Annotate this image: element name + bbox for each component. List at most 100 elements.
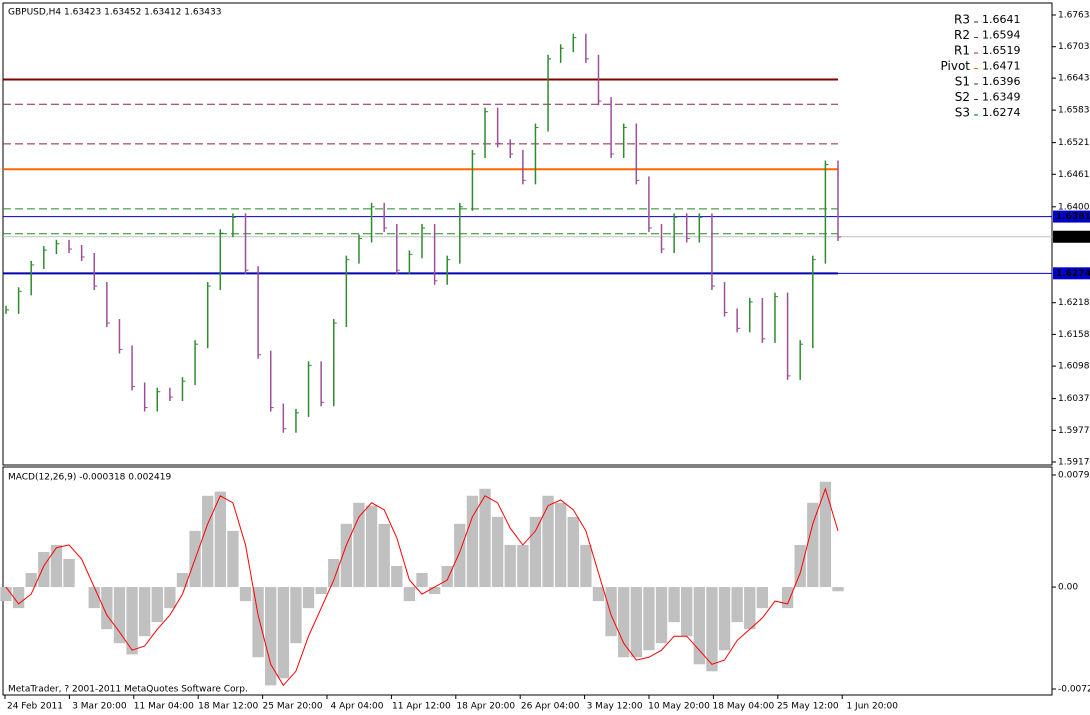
pivot-value: 1.6641 (982, 13, 1021, 26)
y-tick-label: 1.61585 (1058, 330, 1090, 340)
pivot-name: S3 (955, 106, 970, 120)
macd-bar (113, 587, 126, 644)
macd-bar (819, 481, 832, 588)
y-tick-label: 0.00798 (1058, 471, 1090, 481)
price-label: 1.63433 (1056, 232, 1090, 242)
price-box (1053, 230, 1090, 243)
macd-bar (391, 565, 403, 588)
macd-bar (227, 530, 239, 588)
x-tick-label: 1 Jun 20:00 (846, 702, 898, 712)
pivot-value: 1.6396 (982, 75, 1021, 88)
x-tick-label: 11 Apr 12:00 (392, 702, 451, 712)
macd-bar (328, 558, 340, 588)
macd-bar (491, 516, 504, 588)
macd-bar (151, 587, 163, 623)
macd-bar (265, 587, 277, 686)
macd-bar (706, 587, 718, 672)
macd-bar (239, 587, 252, 602)
macd-bar (441, 565, 453, 588)
y-tick-label: 1.60370 (1058, 394, 1090, 404)
macd-bar (605, 587, 617, 637)
macd-bar (681, 587, 693, 637)
macd-bar (744, 587, 756, 630)
macd-bar (542, 495, 554, 588)
macd-bar (138, 587, 151, 637)
y-tick-label: 1.59170 (1058, 458, 1090, 468)
macd-bar (529, 516, 542, 588)
macd-bar (365, 505, 378, 588)
x-tick-label: 10 May 20:00 (648, 702, 710, 712)
macd-bar (832, 587, 844, 592)
footer: MetaTrader, ? 2001-2011 MetaQuotes Softw… (8, 685, 248, 695)
pivot-name: R1 (954, 44, 970, 58)
macd-bar (479, 488, 491, 588)
macd-title: MACD(12,26,9) -0.000318 0.002419 (8, 473, 171, 483)
macd-bar (101, 587, 113, 630)
macd-bar (693, 587, 706, 665)
pivot-value: 1.6594 (982, 29, 1021, 42)
macd-bar (504, 544, 516, 588)
macd-bar (302, 587, 315, 609)
macd-bar (668, 587, 680, 623)
macd-bar (403, 587, 416, 602)
macd-bar (618, 587, 630, 658)
macd-bar (781, 587, 794, 609)
macd-bar (454, 523, 466, 588)
y-tick-label: 1.65215 (1058, 138, 1090, 148)
pivot-value: 1.6274 (982, 106, 1021, 119)
y-tick-label: 0.00 (1058, 583, 1078, 593)
x-tick-label: 26 Apr 04:00 (521, 702, 580, 712)
macd-bar (214, 491, 226, 588)
x-tick-label: 18 May 04:00 (713, 702, 775, 712)
macd-bar (517, 544, 529, 588)
y-tick-label: 1.67030 (1058, 42, 1090, 52)
macd-bar (592, 587, 605, 602)
x-tick-label: 18 Mar 12:00 (198, 702, 258, 712)
pivot-value: 1.6471 (982, 60, 1021, 73)
macd-bar (567, 516, 579, 588)
macd-bar (340, 523, 353, 588)
pivot-name: R2 (954, 28, 970, 42)
macd-bar (353, 502, 365, 588)
macd-bar (718, 587, 731, 651)
x-tick-label: 4 Apr 04:00 (331, 702, 384, 712)
pivot-name: S2 (955, 90, 970, 104)
macd-bar (88, 587, 100, 609)
macd-bar (0, 587, 12, 602)
macd-bar (428, 587, 441, 595)
macd-bar (176, 573, 189, 588)
y-tick-label: 1.67630 (1058, 11, 1090, 21)
y-tick-label: 1.64615 (1058, 170, 1090, 180)
pivot-name: S1 (955, 75, 970, 89)
macd-bar (554, 502, 567, 588)
macd-bar (315, 587, 327, 595)
macd-bar (25, 573, 37, 588)
y-tick-label: 1.60985 (1058, 362, 1090, 372)
price-title: GBPUSD,H4 1.63423 1.63452 1.63412 1.6343… (8, 8, 221, 18)
macd-bar (756, 587, 769, 609)
macd-bar (378, 523, 390, 588)
macd-bar (643, 587, 655, 651)
signal-line (5, 487, 839, 687)
macd-bar (416, 573, 428, 588)
macd-bar (731, 587, 743, 623)
y-tick-label: 1.62185 (1058, 298, 1090, 308)
price-label: 1.63815 (1056, 212, 1090, 222)
x-tick-label: 3 Mar 20:00 (72, 702, 127, 712)
macd-bar (277, 587, 290, 679)
price-box (1053, 210, 1090, 223)
pivot-value: 1.6519 (982, 44, 1021, 57)
x-tick-label: 18 Apr 20:00 (456, 702, 515, 712)
y-tick-label: 1.64000 (1058, 202, 1090, 212)
pivot-name: Pivot (941, 59, 971, 73)
macd-bar (126, 587, 138, 655)
x-tick-label: 25 Mar 20:00 (263, 702, 323, 712)
x-tick-label: 11 Mar 04:00 (134, 702, 194, 712)
macd-bar (466, 495, 479, 588)
macd-bar (164, 587, 176, 609)
macd-bar (252, 587, 264, 658)
y-tick-label: 1.59770 (1058, 426, 1090, 436)
macd-bar (63, 558, 75, 588)
